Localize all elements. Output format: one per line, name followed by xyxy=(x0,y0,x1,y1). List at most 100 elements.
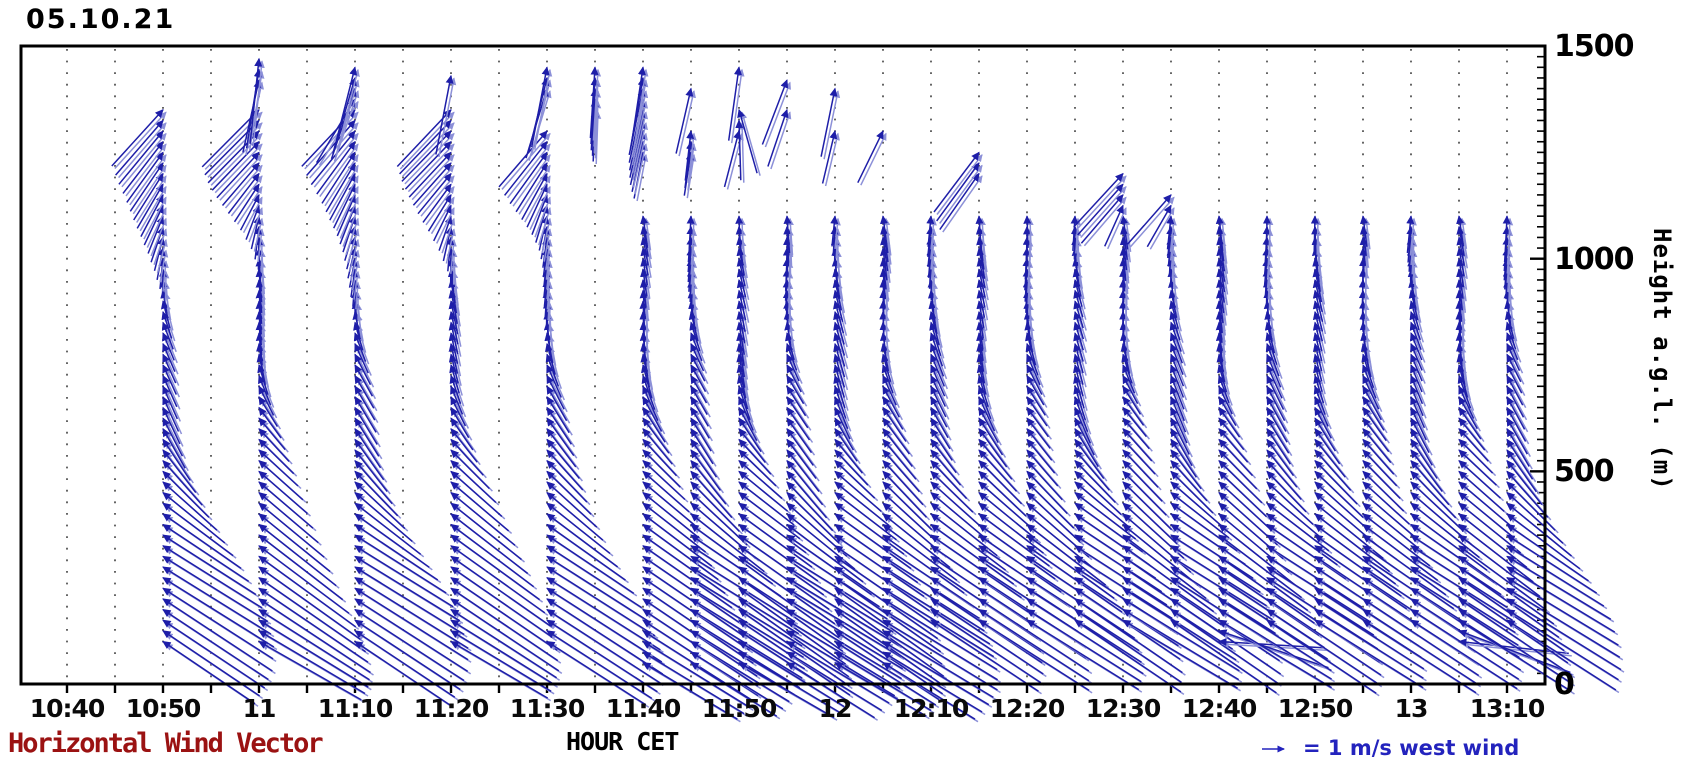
wind-vector-light xyxy=(790,453,822,494)
wind-vector xyxy=(1363,440,1394,475)
wind-vector xyxy=(451,620,555,685)
wind-vector xyxy=(547,631,652,699)
wind-vector xyxy=(259,610,370,680)
wind-vector xyxy=(259,567,361,639)
wind-vector xyxy=(739,110,757,173)
wind-vector xyxy=(931,461,967,499)
wind-vector xyxy=(643,471,689,512)
wind-vector xyxy=(1027,471,1067,513)
wind-vector-light xyxy=(519,166,550,215)
wind-vector xyxy=(835,493,896,540)
wind-vector-light xyxy=(358,442,387,482)
wind-vector xyxy=(931,471,973,512)
wind-vector xyxy=(451,440,483,476)
wind-vector-light xyxy=(166,272,167,301)
wind-vector xyxy=(259,471,308,513)
wind-vector xyxy=(643,440,677,476)
wind-vector xyxy=(931,450,961,485)
wind-vector-light xyxy=(742,112,760,175)
x-tick-label: 11:30 xyxy=(492,694,602,723)
wind-vector xyxy=(163,269,164,298)
wind-vector xyxy=(1459,429,1488,461)
wind-vector xyxy=(1363,461,1400,499)
wind-vector xyxy=(1507,440,1533,480)
wind-vector xyxy=(1363,482,1409,524)
wind-vector xyxy=(547,461,587,502)
wind-vector xyxy=(547,493,603,541)
wind-vector xyxy=(643,429,672,464)
wind-vector xyxy=(835,503,904,554)
x-tick-label: 12:50 xyxy=(1260,694,1370,723)
wind-vector xyxy=(355,567,464,635)
x-tick-label: 11:20 xyxy=(396,694,506,723)
wind-vector xyxy=(691,450,720,490)
wind-vector xyxy=(1074,174,1123,227)
y-tick-label: 0 xyxy=(1554,667,1644,702)
wind-vector xyxy=(931,610,1041,683)
wind-vector xyxy=(821,89,835,157)
x-tick-label: 13:10 xyxy=(1452,694,1562,723)
wind-vector xyxy=(259,461,303,500)
wind-vector xyxy=(259,556,356,626)
wind-vector xyxy=(835,440,862,474)
wind-vector xyxy=(259,493,318,543)
wind-vector xyxy=(1507,578,1618,646)
wind-vector xyxy=(355,599,468,672)
wind-vector xyxy=(451,588,558,660)
wind-vector xyxy=(883,450,919,492)
wind-vector-light xyxy=(1510,442,1536,482)
wind-vector xyxy=(979,429,1007,467)
wind-vector xyxy=(883,471,927,517)
wind-vector xyxy=(451,450,489,489)
wind-vector xyxy=(1315,450,1351,490)
wind-vector xyxy=(739,216,740,247)
wind-vector xyxy=(547,450,583,490)
wind-vector xyxy=(163,588,273,659)
wind-vector xyxy=(762,80,787,144)
wind-vector xyxy=(883,440,916,480)
wind-vector xyxy=(163,620,265,688)
x-tick-label: 10:50 xyxy=(108,694,218,723)
wind-vector xyxy=(1267,450,1297,487)
wind-vector-light xyxy=(790,442,819,481)
wind-vector xyxy=(739,121,741,181)
wind-vector xyxy=(451,578,557,651)
wind-vector xyxy=(643,450,680,487)
wind-vector xyxy=(1459,546,1547,611)
x-tick-label: 12:10 xyxy=(876,694,986,723)
wind-vector-light xyxy=(439,78,454,157)
wind-vector xyxy=(451,482,509,531)
wind-vector xyxy=(259,429,289,462)
wind-vector xyxy=(739,440,771,475)
wind-vector xyxy=(547,599,663,674)
wind-vector xyxy=(643,482,694,525)
wind-vector xyxy=(1219,461,1262,503)
wind-vector xyxy=(739,450,776,486)
wind-vector xyxy=(259,546,349,614)
wind-vector xyxy=(739,471,788,511)
wind-vector-light xyxy=(886,431,915,469)
wind-vector xyxy=(355,620,460,689)
wind-vector-light xyxy=(679,91,694,156)
wind-vector xyxy=(451,546,545,613)
wind-vector xyxy=(1459,482,1510,525)
wind-vector xyxy=(355,610,464,681)
wind-vector xyxy=(739,429,765,463)
wind-vector xyxy=(355,429,381,468)
wind-vector xyxy=(451,461,496,503)
wind-vector xyxy=(1219,482,1272,531)
wind-vector xyxy=(163,610,268,680)
x-tick-label: 11:40 xyxy=(588,694,698,723)
wind-vector-light xyxy=(742,219,743,250)
wind-vector xyxy=(1147,206,1171,247)
wind-vector xyxy=(883,429,912,467)
y-tick-label: 1500 xyxy=(1554,29,1644,64)
wind-vector xyxy=(1123,450,1158,487)
wind-vector xyxy=(1363,450,1397,486)
wind-vector xyxy=(1411,620,1517,689)
wind-vector xyxy=(451,429,477,462)
x-tick-label: 12:20 xyxy=(972,694,1082,723)
wind-vector xyxy=(1411,440,1437,479)
